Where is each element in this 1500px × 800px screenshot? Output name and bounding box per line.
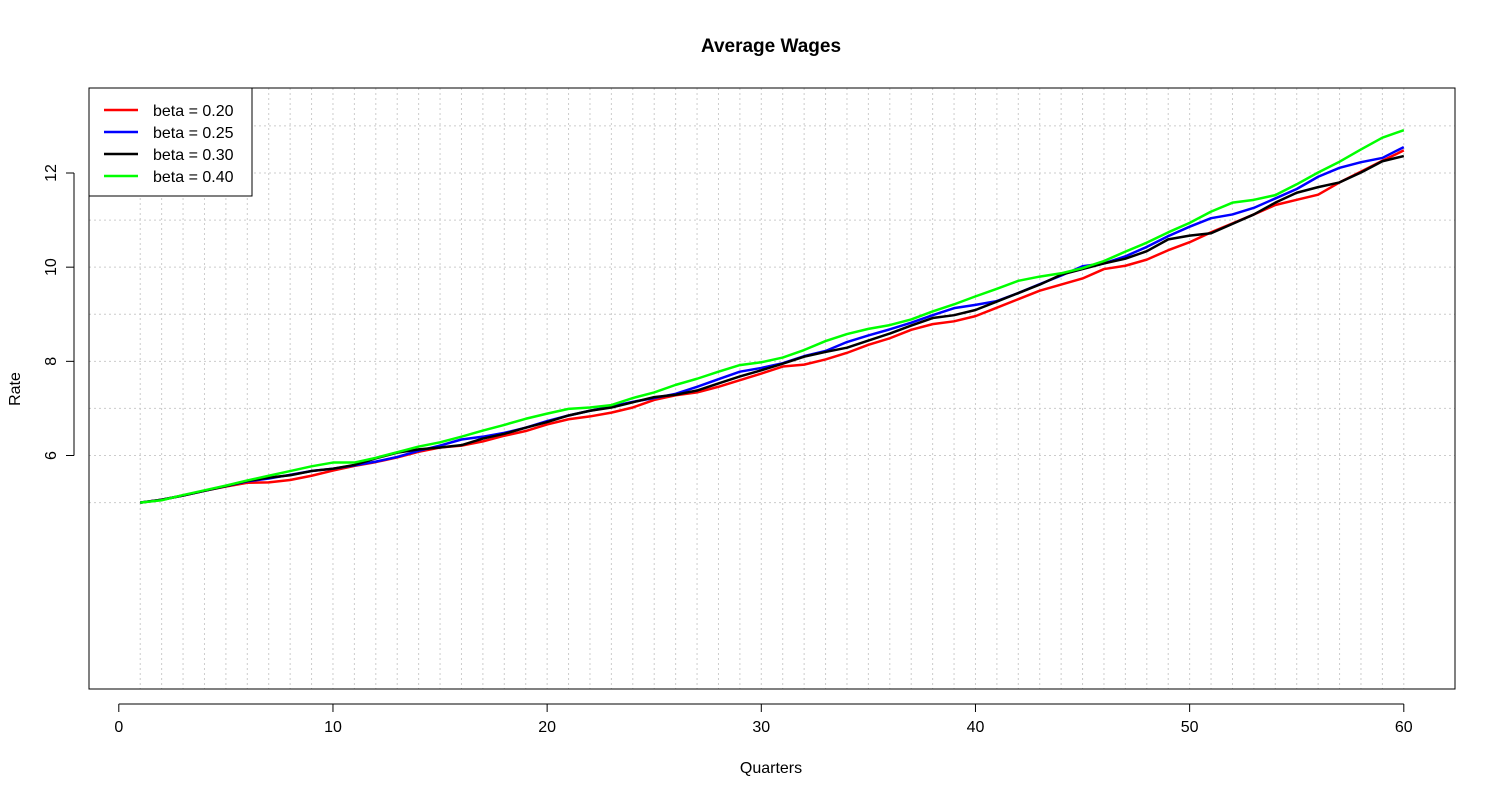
x-tick-label: 40 xyxy=(967,719,985,736)
y-tick-label: 6 xyxy=(43,451,60,460)
x-tick-label: 30 xyxy=(752,719,770,736)
series-line-1 xyxy=(140,145,1405,504)
y-tick-label: 8 xyxy=(43,357,60,366)
y-tick-label: 10 xyxy=(43,258,60,276)
x-tick-label: 20 xyxy=(538,719,556,736)
legend-label-0: beta = 0.20 xyxy=(153,103,234,120)
legend-label-1: beta = 0.25 xyxy=(153,125,234,142)
series-line-0 xyxy=(140,149,1405,504)
legend-box xyxy=(88,87,253,197)
x-axis-label: Quarters xyxy=(740,760,802,777)
x-tick-label: 10 xyxy=(324,719,342,736)
series-line-2 xyxy=(140,154,1405,504)
series-layer xyxy=(140,128,1405,504)
plot-frame xyxy=(88,87,1456,690)
chart-title: Average Wages xyxy=(701,36,841,57)
series-line-3 xyxy=(140,128,1405,504)
legend: beta = 0.20 beta = 0.25 beta = 0.30 beta = … xyxy=(88,87,253,197)
x-tick-label: 60 xyxy=(1395,719,1413,736)
y-axis-label: Rate xyxy=(7,372,24,406)
x-tick-label: 0 xyxy=(114,719,123,736)
y-axis: 6 8 10 12 xyxy=(43,164,75,460)
x-tick-label: 50 xyxy=(1181,719,1199,736)
legend-label-3: beta = 0.40 xyxy=(153,169,234,186)
legend-label-2: beta = 0.30 xyxy=(153,147,234,164)
y-tick-label: 12 xyxy=(43,164,60,182)
x-axis: 0 10 20 30 40 50 60 xyxy=(114,703,1413,736)
grid xyxy=(89,88,1455,689)
